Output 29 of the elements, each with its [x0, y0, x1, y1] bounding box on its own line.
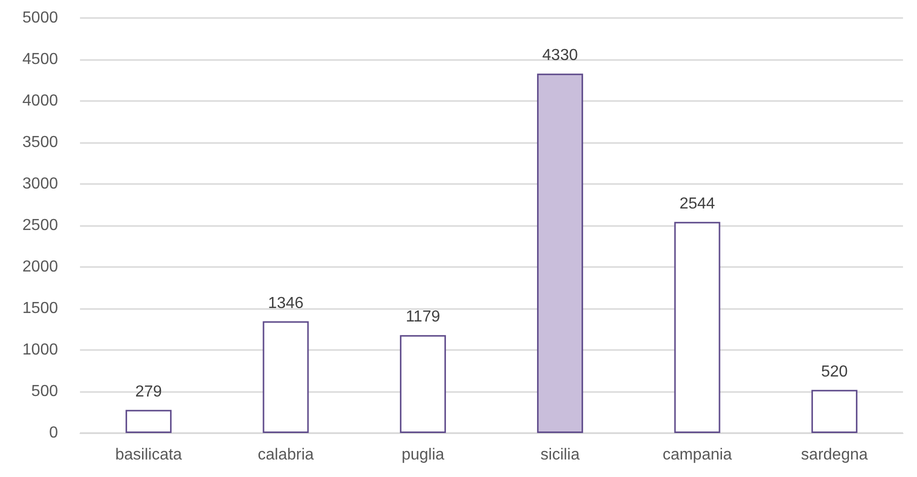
x-tick-label: calabria — [258, 446, 314, 464]
data-label: 1346 — [268, 294, 304, 312]
y-tick-label: 5000 — [22, 10, 58, 26]
y-tick-label: 3000 — [22, 176, 58, 192]
bar — [674, 222, 720, 433]
data-label: 4330 — [542, 47, 578, 64]
x-tick-label: sicilia — [540, 446, 580, 464]
y-tick-label: 4000 — [22, 92, 58, 110]
data-label: 520 — [821, 363, 848, 380]
data-label: 1179 — [406, 308, 440, 326]
bar — [811, 390, 858, 433]
y-tick-label: 500 — [31, 383, 58, 400]
y-tick-label: 2500 — [22, 217, 58, 234]
x-tick-label: basilicata — [115, 446, 182, 464]
bar — [400, 335, 446, 433]
x-tick-label: campania — [662, 446, 732, 464]
data-label: 279 — [135, 383, 162, 400]
bar — [537, 74, 584, 433]
y-tick-label: 0 — [49, 424, 58, 442]
bar — [126, 410, 172, 433]
y-tick-label: 1500 — [22, 300, 58, 317]
bar — [262, 321, 309, 433]
y-tick-label: 4500 — [22, 51, 58, 68]
y-tick-label: 3500 — [22, 134, 58, 151]
y-tick-label: 2000 — [22, 258, 58, 276]
data-label: 2544 — [679, 195, 716, 212]
x-tick-label: puglia — [402, 446, 444, 464]
x-tick-label: sardegna — [801, 446, 868, 464]
y-tick-label: 1000 — [22, 342, 58, 358]
